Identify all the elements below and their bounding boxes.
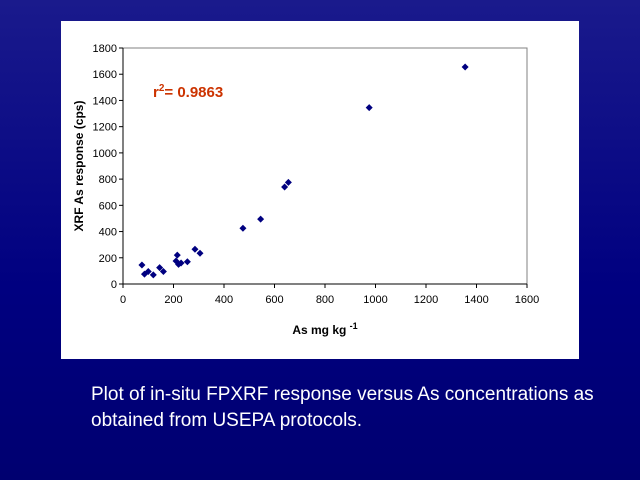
data-point: [183, 258, 191, 266]
data-point: [196, 249, 204, 257]
data-point: [149, 271, 157, 279]
y-tick-label: 0: [111, 279, 117, 291]
x-tick-label: 1600: [515, 294, 539, 306]
x-tick-label: 1400: [464, 294, 488, 306]
data-point: [156, 264, 164, 272]
y-tick-label: 600: [99, 200, 117, 212]
x-tick-label: 200: [164, 294, 182, 306]
data-point: [191, 245, 199, 253]
y-tick-label: 1200: [93, 122, 117, 134]
chart-panel: 0 200 400 600 800 1000 1200 1400 1600 1800 0 200 400…: [61, 21, 579, 359]
data-point: [175, 260, 183, 268]
y-tick-label: 1600: [93, 69, 117, 81]
data-point: [365, 104, 373, 112]
x-tick-label: 400: [215, 294, 233, 306]
caption-text: Plot of in-situ FPXRF response versus As…: [91, 384, 594, 431]
x-tick-label: 1200: [414, 294, 438, 306]
data-point: [177, 259, 185, 267]
x-tick-label: 1000: [363, 294, 387, 306]
x-tick-label: 800: [316, 294, 334, 306]
x-axis-title: As mg kg -1: [292, 321, 357, 337]
y-tick-label: 400: [99, 227, 117, 239]
data-point: [144, 268, 152, 276]
data-point: [461, 63, 469, 71]
data-point: [281, 183, 289, 191]
y-axis-title: XRF As response (cps): [72, 101, 86, 232]
scatter-chart: 0 200 400 600 800 1000 1200 1400 1600 1800 0 200 400…: [72, 43, 539, 337]
data-point: [284, 178, 292, 186]
data-point: [239, 224, 247, 232]
x-tick-label: 0: [120, 294, 126, 306]
data-point: [138, 261, 146, 269]
y-tick-label: 1800: [93, 43, 117, 55]
y-tick-label: 800: [99, 174, 117, 186]
r-squared-annotation: r2= 0.9863: [153, 83, 223, 101]
data-point: [159, 268, 167, 276]
x-tick-label: 600: [265, 294, 283, 306]
y-tick-label: 1000: [93, 148, 117, 160]
y-tick-label: 200: [99, 253, 117, 265]
data-point: [173, 251, 181, 259]
y-tick-label: 1400: [93, 95, 117, 107]
data-point: [257, 215, 265, 223]
